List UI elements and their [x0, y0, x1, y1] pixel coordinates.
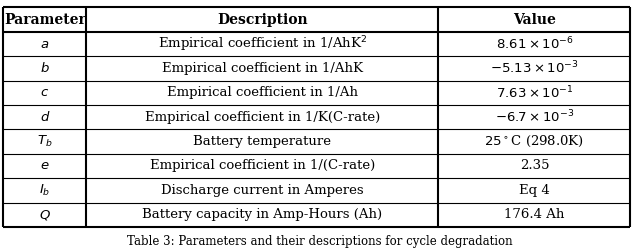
Bar	[438, 81, 630, 105]
Bar	[3, 56, 86, 81]
Bar	[86, 129, 438, 154]
Bar	[86, 7, 438, 32]
Text: Description: Description	[217, 13, 308, 27]
Bar	[86, 203, 438, 227]
Text: 176.4 Ah: 176.4 Ah	[504, 208, 564, 221]
Text: $d$: $d$	[40, 110, 50, 124]
Text: Eq 4: Eq 4	[519, 184, 550, 197]
Bar	[3, 203, 86, 227]
Text: Empirical coefficient in 1/Ah: Empirical coefficient in 1/Ah	[167, 86, 358, 99]
Bar	[86, 81, 438, 105]
Text: $25^\circ$C (298.0K): $25^\circ$C (298.0K)	[484, 134, 584, 149]
Text: $a$: $a$	[40, 37, 49, 51]
Bar	[438, 203, 630, 227]
Bar	[3, 7, 86, 32]
Bar	[3, 81, 86, 105]
Text: Battery capacity in Amp-Hours (Ah): Battery capacity in Amp-Hours (Ah)	[142, 208, 383, 221]
Bar	[86, 178, 438, 203]
Text: 2.35: 2.35	[520, 159, 549, 172]
Text: $b$: $b$	[40, 62, 50, 75]
Bar	[3, 32, 86, 56]
Text: Discharge current in Amperes: Discharge current in Amperes	[161, 184, 364, 197]
Bar	[438, 32, 630, 56]
Bar	[438, 56, 630, 81]
Text: Empirical coefficient in 1/K(C-rate): Empirical coefficient in 1/K(C-rate)	[145, 111, 380, 124]
Text: $-5.13 \times 10^{-3}$: $-5.13 \times 10^{-3}$	[490, 60, 579, 77]
Bar	[86, 56, 438, 81]
Text: $Q$: $Q$	[39, 208, 51, 222]
Text: $8.61 \times 10^{-6}$: $8.61 \times 10^{-6}$	[495, 36, 573, 52]
Text: Battery temperature: Battery temperature	[193, 135, 332, 148]
Bar	[3, 105, 86, 129]
Text: Value: Value	[513, 13, 556, 27]
Bar	[86, 154, 438, 178]
Bar	[86, 32, 438, 56]
Bar	[3, 178, 86, 203]
Text: Empirical coefficient in 1/(C-rate): Empirical coefficient in 1/(C-rate)	[150, 159, 375, 172]
Bar	[438, 105, 630, 129]
Bar	[86, 105, 438, 129]
Text: $c$: $c$	[40, 86, 49, 99]
Text: $7.63 \times 10^{-1}$: $7.63 \times 10^{-1}$	[495, 85, 573, 101]
Text: Empirical coefficient in 1/AhK$^2$: Empirical coefficient in 1/AhK$^2$	[158, 34, 367, 54]
Bar	[438, 7, 630, 32]
Text: Empirical coefficient in 1/AhK: Empirical coefficient in 1/AhK	[162, 62, 363, 75]
Bar	[438, 178, 630, 203]
Bar	[3, 154, 86, 178]
Bar	[438, 129, 630, 154]
Text: $I_b$: $I_b$	[39, 183, 51, 198]
Text: $e$: $e$	[40, 159, 49, 172]
Text: $-6.7 \times 10^{-3}$: $-6.7 \times 10^{-3}$	[495, 109, 574, 125]
Bar	[438, 154, 630, 178]
Text: Parameter: Parameter	[4, 13, 86, 27]
Text: $T_b$: $T_b$	[37, 134, 52, 149]
Bar	[3, 129, 86, 154]
Text: Table 3: Parameters and their descriptions for cycle degradation: Table 3: Parameters and their descriptio…	[127, 235, 513, 248]
